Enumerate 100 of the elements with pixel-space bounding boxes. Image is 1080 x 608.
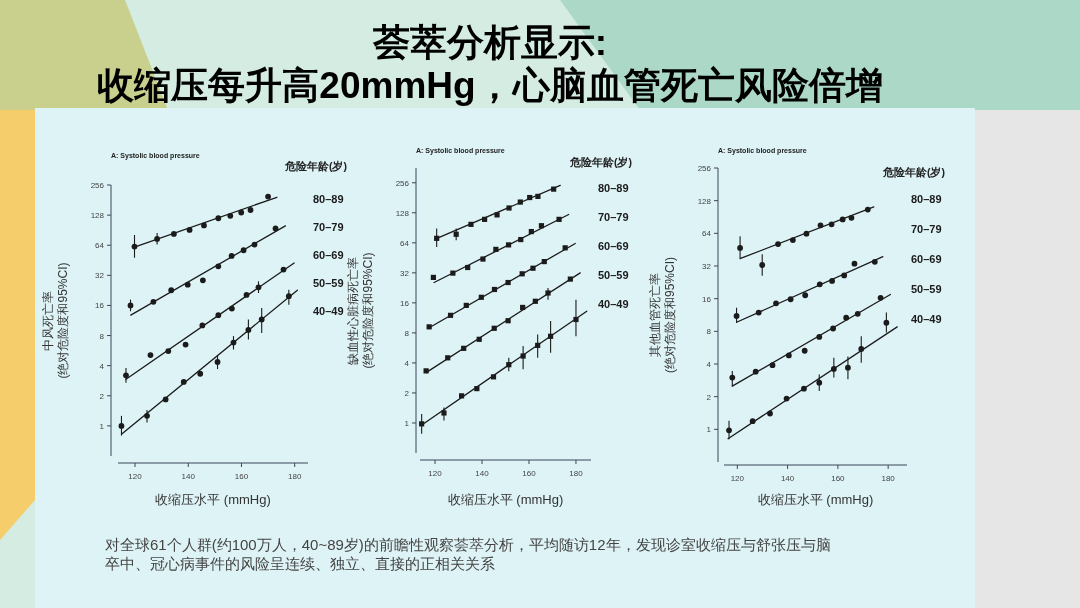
point bbox=[733, 313, 740, 319]
point bbox=[773, 300, 779, 307]
point bbox=[162, 396, 169, 403]
point bbox=[258, 316, 265, 323]
point bbox=[494, 212, 500, 218]
point bbox=[481, 216, 488, 222]
y-tick-label: 128 bbox=[697, 196, 712, 206]
point bbox=[830, 366, 837, 372]
point bbox=[199, 277, 206, 284]
point bbox=[182, 341, 189, 348]
point bbox=[230, 339, 237, 346]
point bbox=[491, 325, 497, 331]
point bbox=[255, 284, 262, 291]
point bbox=[238, 209, 245, 216]
point bbox=[493, 246, 499, 252]
point bbox=[476, 336, 482, 342]
point bbox=[755, 309, 762, 316]
point bbox=[150, 298, 157, 305]
point bbox=[474, 386, 480, 392]
point bbox=[775, 241, 781, 247]
point bbox=[197, 370, 204, 377]
point bbox=[767, 410, 773, 417]
point bbox=[877, 294, 884, 301]
point bbox=[265, 193, 271, 200]
point bbox=[545, 290, 551, 296]
point bbox=[535, 193, 541, 199]
point bbox=[519, 271, 525, 277]
y-tick-label: 16 bbox=[702, 294, 712, 304]
point bbox=[184, 281, 191, 288]
x-tick-label: 180 bbox=[881, 474, 896, 483]
point bbox=[450, 270, 456, 276]
point bbox=[154, 236, 161, 242]
point bbox=[839, 216, 846, 223]
y-tick-label: 128 bbox=[90, 211, 105, 221]
legend-title: 危险年龄(岁) bbox=[569, 156, 632, 168]
point bbox=[817, 222, 824, 229]
series-label: 40–49 bbox=[598, 298, 629, 310]
point bbox=[215, 312, 222, 319]
y-tick-label: 4 bbox=[706, 360, 712, 369]
point bbox=[215, 263, 222, 270]
point bbox=[170, 231, 177, 237]
point bbox=[556, 216, 562, 222]
point bbox=[851, 260, 858, 267]
point bbox=[845, 364, 851, 371]
x-tick-label: 180 bbox=[569, 469, 584, 478]
legend-title: 危险年龄(岁) bbox=[882, 166, 945, 178]
text: 对全球61个人群(约100万人，40~89岁)的前瞻性观察荟萃分析，平均随访12年，发现诊室收缩压与舒张压与脑卒中、冠心病事件的风险呈连续、独立、直接的正相关关系 bbox=[105, 536, 831, 572]
x-tick-label: 120 bbox=[128, 472, 143, 481]
y-axis-title: 中风死亡率 (绝对危险度和95%CI) bbox=[41, 262, 70, 379]
text: 60–69 bbox=[313, 249, 344, 261]
point bbox=[726, 427, 732, 434]
y-axis-title: 缺血性心脏病死亡率 (绝对危险度和95%CI) bbox=[346, 252, 375, 369]
point bbox=[480, 256, 486, 262]
point bbox=[520, 353, 526, 359]
y-tick-label: 4 bbox=[404, 358, 410, 368]
point bbox=[551, 186, 557, 192]
point bbox=[243, 292, 250, 298]
point bbox=[567, 276, 573, 282]
point bbox=[573, 316, 579, 323]
point bbox=[801, 385, 807, 392]
y-tick-label: 64 bbox=[400, 238, 410, 248]
point bbox=[165, 348, 172, 354]
text: 70–79 bbox=[313, 221, 344, 233]
y-tick-label: 2 bbox=[706, 392, 712, 402]
text: 60–69 bbox=[911, 253, 942, 265]
point bbox=[186, 227, 193, 233]
point bbox=[848, 214, 855, 221]
point bbox=[465, 264, 471, 271]
point bbox=[883, 319, 890, 326]
point bbox=[759, 262, 766, 268]
point bbox=[251, 241, 258, 248]
point bbox=[491, 286, 498, 293]
text: 70–79 bbox=[598, 211, 629, 223]
point bbox=[147, 352, 154, 359]
point bbox=[854, 310, 861, 317]
x-axis-title: 收缩压水平 (mmHg) bbox=[155, 492, 271, 507]
y-tick-label: 2 bbox=[404, 388, 410, 398]
point bbox=[729, 374, 736, 381]
point bbox=[752, 368, 759, 375]
point bbox=[215, 215, 222, 222]
point bbox=[240, 247, 247, 254]
point bbox=[245, 327, 252, 333]
x-tick-label: 180 bbox=[288, 472, 302, 481]
point bbox=[535, 342, 541, 348]
x-tick-label: 140 bbox=[780, 474, 795, 483]
text: 70–79 bbox=[911, 223, 942, 235]
point bbox=[828, 221, 835, 228]
y-tick-label: 64 bbox=[95, 241, 105, 251]
point bbox=[541, 258, 547, 265]
y-tick-label: 128 bbox=[395, 208, 410, 218]
point bbox=[802, 292, 809, 299]
point bbox=[803, 230, 810, 237]
point bbox=[505, 318, 511, 324]
point bbox=[538, 223, 545, 229]
x-tick-label: 140 bbox=[181, 472, 196, 481]
x-tick-label: 160 bbox=[831, 474, 846, 483]
point bbox=[520, 304, 526, 311]
text: 40–49 bbox=[313, 305, 344, 317]
x-tick-label: 160 bbox=[234, 472, 249, 481]
point bbox=[168, 287, 175, 294]
